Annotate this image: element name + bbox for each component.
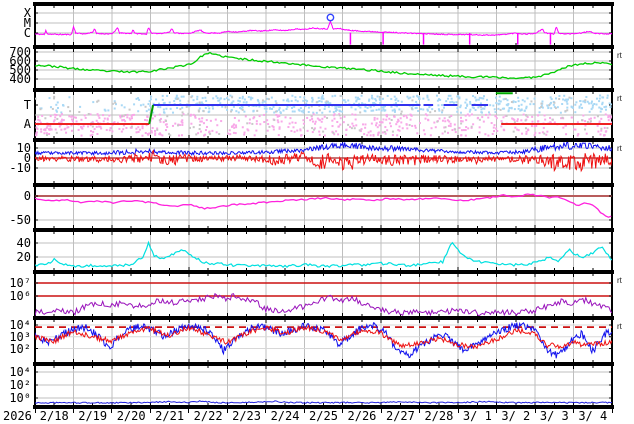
y-label-prot: 10⁶ (9, 289, 31, 303)
y-label-elec: 10⁴ (9, 318, 31, 332)
panel-dens (35, 232, 612, 270)
x-axis-tick (188, 409, 190, 413)
x-axis-tick (380, 409, 382, 413)
x-label-day: 3/ 1 (462, 409, 492, 423)
rt-label-bz: rt (617, 144, 622, 153)
x-axis-tick (419, 409, 421, 413)
x-axis-tick (111, 409, 113, 413)
rt-label-prot: rt (617, 276, 622, 285)
panel-xray (35, 6, 612, 45)
y-label-dens: 40 (16, 236, 31, 250)
y-label-wind: 500 (9, 63, 31, 77)
x-axis-tick (573, 409, 575, 413)
rt-label-imf: rt (617, 94, 622, 103)
panel-elec (35, 320, 612, 362)
panel-border-2 (33, 88, 614, 92)
x-label-day: 2/23 (232, 409, 262, 423)
panel-wind (35, 49, 612, 88)
panel-border-5 (33, 228, 614, 232)
x-axis-tick (611, 409, 613, 413)
panel-prot (35, 274, 612, 316)
rt-label-wind: rt (617, 51, 622, 60)
y-label-dens: 20 (16, 250, 31, 264)
panel-imf (35, 92, 612, 138)
panel-border-8 (33, 362, 614, 366)
plot-frame-right (611, 2, 613, 409)
x-label-day: 2/21 (155, 409, 185, 423)
rt-label-elec: rt (617, 322, 622, 331)
x-label-day: 2/28 (424, 409, 454, 423)
y-label-imf: T (23, 98, 31, 112)
y-label-xray: M (23, 16, 31, 30)
plot-frame-left (34, 2, 36, 409)
panel-bz (35, 142, 612, 183)
x-axis-tick (72, 409, 74, 413)
y-label-bz: 0 (23, 151, 31, 165)
y-label-elec: 10³ (9, 329, 31, 344)
panel-border-0 (33, 2, 614, 6)
y-label-bot: 10⁴ (9, 365, 31, 379)
x-label-day: 3/ 3 (539, 409, 569, 423)
y-label-imf: A (23, 117, 31, 131)
x-label-day: 2/20 (116, 409, 146, 423)
panel-border-4 (33, 183, 614, 187)
x-axis-tick (149, 409, 151, 413)
panel-dst (35, 187, 612, 228)
y-label-prot: 10⁷ (9, 276, 31, 290)
x-axis-tick (265, 409, 267, 413)
x-axis-tick (496, 409, 498, 413)
y-label-wind: 400 (9, 72, 31, 86)
x-label-day: 2/19 (78, 409, 108, 423)
y-label-elec: 10² (9, 341, 31, 356)
y-label-dst: 0 (23, 189, 31, 203)
year-label: 2026 (3, 409, 32, 423)
x-label-day: 3/ 2 (501, 409, 531, 423)
x-axis-tick (342, 409, 344, 413)
panel-border-7 (33, 316, 614, 320)
panel-bot (35, 366, 612, 405)
x-axis-tick (226, 409, 228, 413)
x-label-day: 2/27 (385, 409, 415, 423)
x-label-day: 2/24 (270, 409, 300, 423)
x-axis-tick (457, 409, 459, 413)
panel-border-6 (33, 270, 614, 274)
y-label-bot: 10² (9, 378, 31, 392)
x-axis-tick (534, 409, 536, 413)
x-label-day: 3/ 4 (578, 409, 608, 423)
panel-border-1 (33, 45, 614, 49)
x-label-day: 2/26 (347, 409, 377, 423)
x-axis-tick (34, 409, 36, 413)
panel-border-3 (33, 138, 614, 142)
y-label-wind: 600 (9, 54, 31, 68)
y-label-bz: -10 (9, 161, 31, 175)
y-label-bot: 10⁰ (9, 391, 31, 405)
y-label-wind: 700 (9, 45, 31, 59)
x-label-day: 2/18 (39, 409, 69, 423)
x-axis-tick (303, 409, 305, 413)
panel-border-9 (33, 405, 614, 409)
y-label-xray: C (23, 26, 31, 40)
x-label-day: 2/22 (193, 409, 223, 423)
y-label-bz: 10 (16, 141, 31, 155)
x-label-day: 2/25 (309, 409, 338, 423)
y-label-dst: -50 (9, 213, 31, 227)
y-label-xray: X (23, 6, 31, 20)
